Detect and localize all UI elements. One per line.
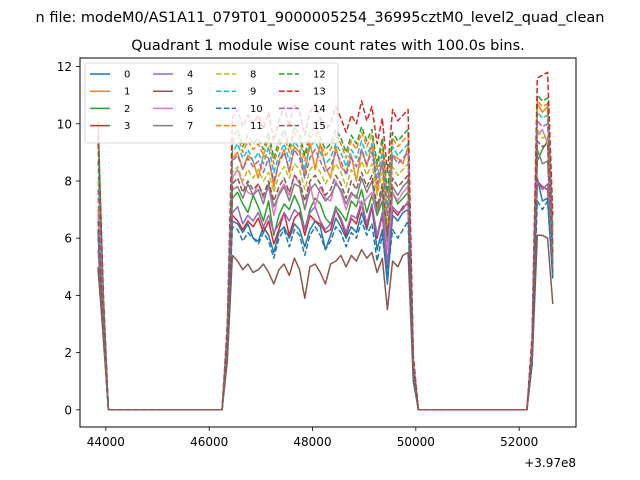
series-line-15 — [97, 140, 554, 411]
y-tick-label: 12 — [57, 60, 72, 74]
legend-label-13: 13 — [313, 87, 326, 98]
legend-label-12: 12 — [313, 70, 326, 81]
legend-label-7: 7 — [187, 121, 193, 132]
x-tick-label: 46000 — [190, 435, 228, 449]
x-tick-label: 50000 — [397, 435, 435, 449]
y-tick-label: 6 — [64, 232, 72, 246]
x-tick-label: 44000 — [87, 435, 125, 449]
legend-label-4: 4 — [187, 70, 193, 81]
y-tick-label: 10 — [57, 117, 72, 131]
legend-label-14: 14 — [313, 104, 326, 115]
legend-label-1: 1 — [124, 87, 130, 98]
y-tick-label: 4 — [64, 289, 72, 303]
x-tick-label: 48000 — [293, 435, 331, 449]
legend-label-2: 2 — [124, 104, 130, 115]
y-tick-label: 8 — [64, 175, 72, 189]
legend-label-3: 3 — [124, 121, 130, 132]
series-layer — [97, 71, 554, 411]
x-axis: 44000 46000 48000 50000 52000 — [87, 427, 538, 449]
figure-suptitle: n file: modeM0/AS1A11_079T01_9000005254_… — [36, 10, 605, 26]
x-offset-label: +3.97e8 — [524, 456, 576, 470]
x-tick-label: 52000 — [500, 435, 538, 449]
legend-label-5: 5 — [187, 87, 193, 98]
legend-label-6: 6 — [187, 104, 193, 115]
y-tick-label: 2 — [64, 346, 72, 360]
legend-label-10: 10 — [250, 104, 263, 115]
legend-label-15: 15 — [313, 121, 326, 132]
legend-label-9: 9 — [250, 87, 256, 98]
y-axis: 0 2 4 6 8 10 12 — [57, 60, 80, 417]
legend-frame — [84, 62, 339, 144]
y-tick-label: 0 — [64, 403, 72, 417]
legend-label-8: 8 — [250, 70, 256, 81]
chart-title: Quadrant 1 module wise count rates with … — [131, 38, 525, 54]
axes-frame — [79, 57, 577, 428]
legend-label-11: 11 — [250, 121, 263, 132]
legend-label-0: 0 — [124, 70, 130, 81]
